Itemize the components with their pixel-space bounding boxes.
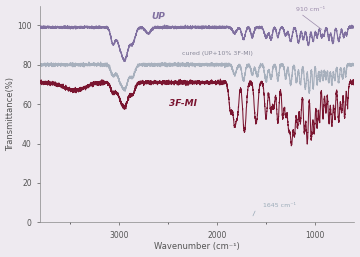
Text: 1645 cm⁻¹: 1645 cm⁻¹ — [263, 203, 296, 208]
Text: cured (UP+10% 3F-MI): cured (UP+10% 3F-MI) — [181, 51, 252, 56]
Text: UP: UP — [151, 12, 165, 21]
X-axis label: Wavenumber (cm⁻¹): Wavenumber (cm⁻¹) — [154, 242, 240, 251]
Text: 3F-MI: 3F-MI — [168, 99, 197, 108]
Text: 910 cm⁻¹: 910 cm⁻¹ — [296, 7, 325, 13]
Y-axis label: Transmittance(%): Transmittance(%) — [5, 77, 14, 151]
